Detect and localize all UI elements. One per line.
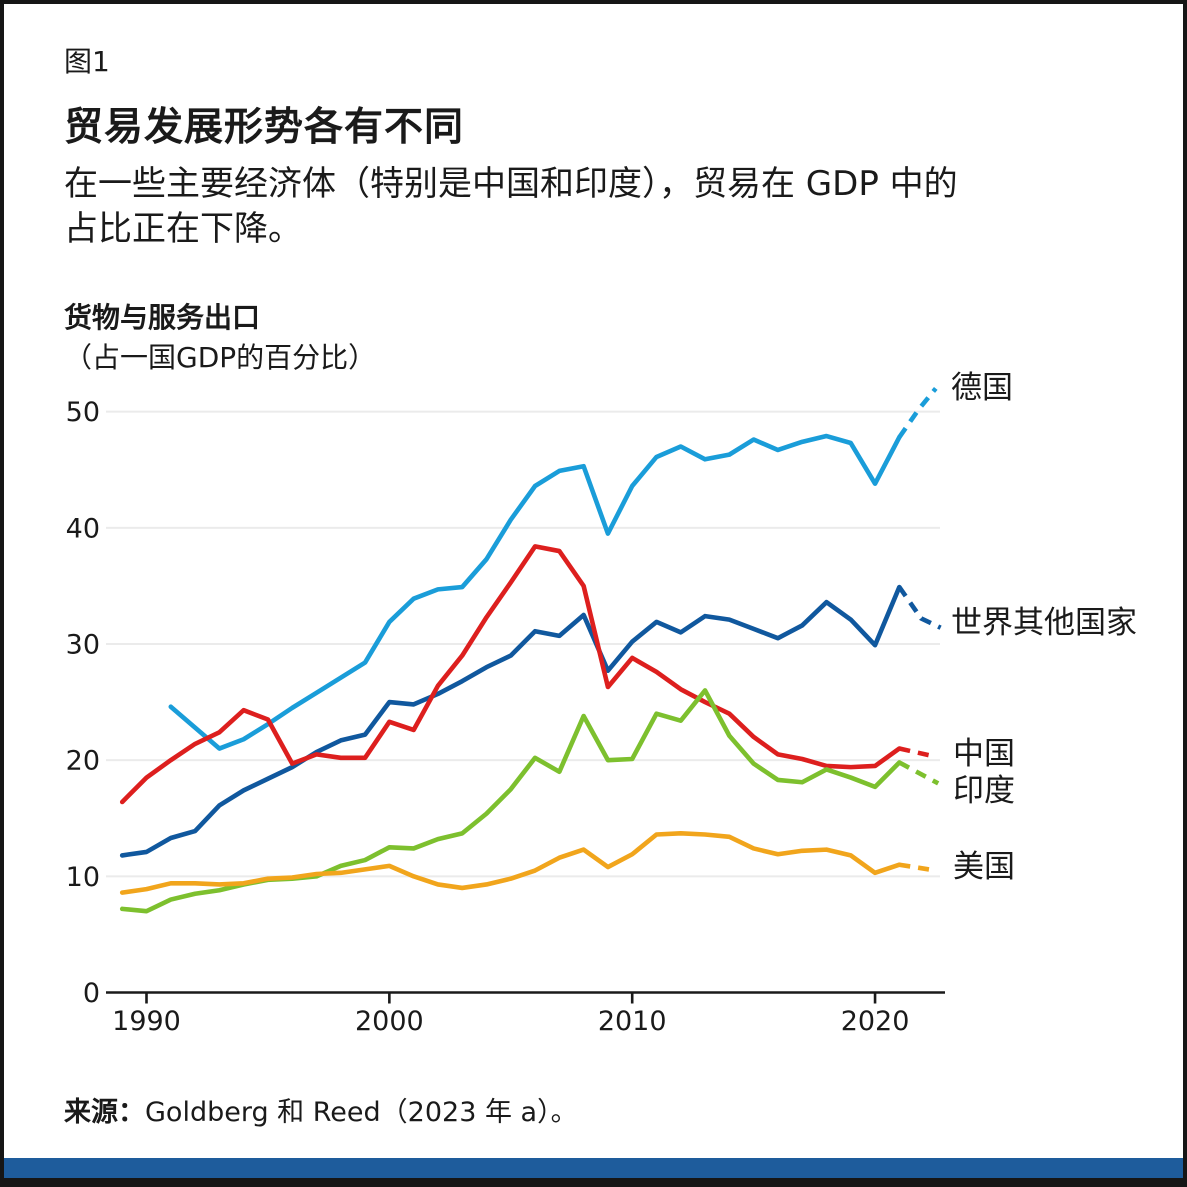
subtitle-line-2: 占比正在下降。 — [64, 208, 302, 249]
y-tick-label-40: 40 — [66, 513, 100, 544]
series-label-germany: 德国 — [951, 370, 1013, 406]
y-tick-label-0: 0 — [83, 978, 100, 1009]
line-china — [119, 544, 902, 805]
series-label-usa: 美国 — [953, 849, 1015, 885]
source-note: 来源：Goldberg 和 Reed（2023 年 a）。 — [64, 1090, 578, 1129]
accent-bar — [4, 1158, 1183, 1178]
projection-rest-of-world — [897, 585, 942, 630]
x-tick-label-2020: 2020 — [841, 1006, 910, 1037]
y-tick-label-30: 30 — [66, 629, 100, 660]
line-usa — [119, 831, 902, 895]
projection-india — [898, 760, 940, 786]
line-chart: 0 10 20 30 40 50 1990 2000 2010 2020 德国世界其他国家中国印度美… — [66, 370, 1137, 1037]
series-label-rest-of-world: 世界其他国家 — [951, 605, 1137, 641]
page-title: 贸易发展形势各有不同 — [64, 105, 465, 150]
source-text: Goldberg 和 Reed（2023 年 a）。 — [145, 1097, 578, 1128]
y-tick-label-10: 10 — [66, 862, 100, 893]
chart-subtitle: 在一些主要经济体（特别是中国和印度），贸易在 GDP 中的 占比正在下降。 — [64, 162, 958, 252]
y-tick-label-20: 20 — [66, 746, 100, 777]
subtitle-line-1: 在一些主要经济体（特别是中国和印度），贸易在 GDP 中的 — [64, 164, 958, 204]
line-rest-of-world — [119, 584, 902, 858]
y-axis-title: 货物与服务出口 — [64, 301, 261, 334]
x-tick-label-1990: 1990 — [112, 1006, 181, 1037]
figure-number: 图1 — [64, 45, 110, 78]
line-germany — [168, 433, 902, 751]
x-tick-label-2010: 2010 — [598, 1006, 667, 1037]
series-label-india: 印度 — [953, 773, 1015, 809]
x-tick-label-2000: 2000 — [355, 1006, 424, 1037]
y-tick-label-50: 50 — [66, 397, 100, 428]
y-axis-subtitle: （占一国GDP的百分比） — [64, 341, 377, 374]
projection-germany — [897, 386, 938, 439]
projection-usa — [898, 862, 937, 873]
source-label: 来源： — [64, 1097, 145, 1128]
series-label-china: 中国 — [953, 736, 1015, 772]
projection-china — [898, 746, 937, 759]
